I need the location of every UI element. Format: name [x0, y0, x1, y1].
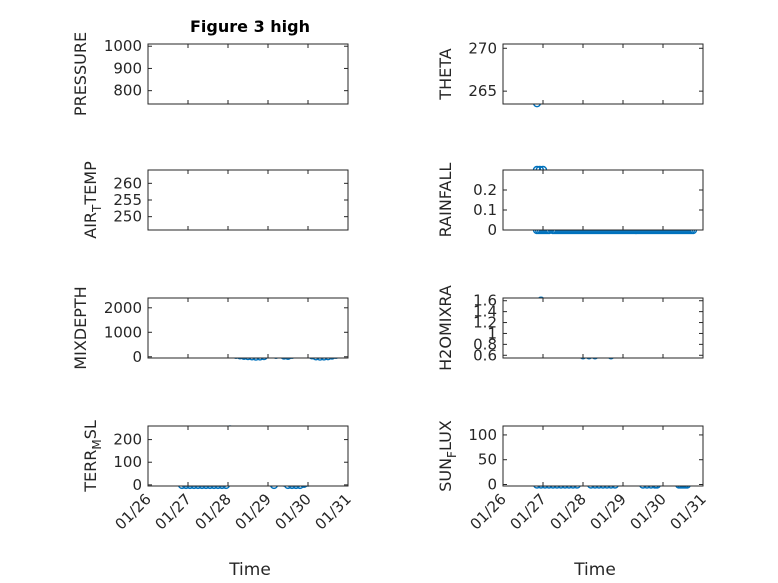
y-tick-label: 270 — [468, 39, 497, 57]
axes-box — [502, 169, 704, 231]
y-tick-label: 1 — [487, 324, 497, 342]
panel-rainfall: 0 0.1 0.2 RAINFALL — [436, 163, 704, 239]
y-tick-label: 200 — [113, 431, 142, 449]
y-tick-label: 265 — [468, 82, 497, 100]
y-tick-label: 0.1 — [473, 201, 497, 219]
y-axis-label-part: TEMP — [81, 161, 100, 206]
y-axis-label: PRESSURE — [71, 32, 90, 116]
y-axis-label-subscript: M — [90, 439, 104, 449]
panel-theta: 265 270 THETA — [436, 39, 704, 108]
y-tick-label: 0 — [132, 348, 142, 366]
figure-title: Figure 3 high — [190, 17, 310, 36]
x-axis-label-right: Time — [573, 560, 616, 580]
y-tick-label: 50 — [478, 451, 497, 469]
axes-box — [502, 425, 704, 487]
y-axis-label: SUNFLUX — [436, 420, 459, 492]
y-tick-label: 0 — [487, 476, 497, 494]
y-axis-label: THETA — [436, 48, 455, 100]
y-tick-label: 0 — [487, 221, 497, 239]
y-axis-label-part: SUN — [436, 458, 455, 492]
y-tick-label: 1000 — [104, 37, 142, 55]
y-axis-label-part: SL — [81, 420, 100, 439]
axes-box — [502, 297, 704, 359]
y-axis-label: TERRMSL — [81, 420, 104, 493]
y-axis-label: AIRTTEMP — [81, 161, 104, 239]
y-tick-label: 1.6 — [473, 292, 497, 310]
y-tick-label: 0 — [132, 476, 142, 494]
y-tick-label: 100 — [113, 453, 142, 471]
y-tick-label: 100 — [468, 426, 497, 444]
panel-mixdepth: 0 1000 2000 MIXDEPTH — [71, 286, 349, 370]
y-tick-label: 900 — [113, 59, 142, 77]
y-axis-label-part: AIR — [81, 212, 100, 239]
y-tick-label: 0.2 — [473, 181, 497, 199]
axes-box — [147, 169, 349, 231]
y-tick-label: 800 — [113, 82, 142, 100]
y-axis-label-part: TERR — [81, 450, 100, 493]
y-tick-label: 0.6 — [473, 346, 497, 364]
y-tick-label: 260 — [113, 174, 142, 192]
x-axis-label-left: Time — [228, 560, 271, 580]
y-axis-label: H2OMIXRA — [436, 285, 455, 371]
y-axis-label-subscript: T — [90, 204, 104, 213]
y-tick-label: 1.4 — [473, 303, 497, 321]
panel-pressure: 800 900 1000 PRESSURE — [71, 32, 349, 116]
axes-box — [147, 297, 349, 359]
axes-box — [502, 43, 704, 105]
panel-h2omixra: 0.60.811.21.41.6 H2OMIXRA — [436, 285, 704, 371]
y-tick-label: 1.2 — [473, 314, 497, 332]
y-tick-label: 255 — [113, 191, 142, 209]
axes-box — [147, 425, 349, 487]
y-tick-label: 0.8 — [473, 335, 497, 353]
y-axis-label-subscript: F — [445, 451, 459, 458]
axes-box — [147, 43, 349, 105]
y-axis-label-part: LUX — [436, 420, 455, 451]
y-tick-label: 250 — [113, 208, 142, 226]
y-axis-label: RAINFALL — [436, 163, 455, 238]
y-axis-label: MIXDEPTH — [71, 286, 90, 369]
y-tick-label: 2000 — [104, 299, 142, 317]
y-tick-label: 1000 — [104, 323, 142, 341]
